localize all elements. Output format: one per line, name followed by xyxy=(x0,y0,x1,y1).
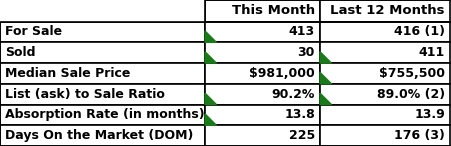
Bar xyxy=(319,22,449,42)
Bar xyxy=(0,84,205,105)
Bar xyxy=(205,105,319,125)
Polygon shape xyxy=(205,114,216,125)
Text: For Sale: For Sale xyxy=(5,25,62,39)
Text: List (ask) to Sale Ratio: List (ask) to Sale Ratio xyxy=(5,88,165,101)
Text: 416 (1): 416 (1) xyxy=(393,25,444,39)
Text: 90.2%: 90.2% xyxy=(271,88,314,101)
Bar xyxy=(319,125,449,146)
Bar xyxy=(0,22,205,42)
Text: Last 12 Months: Last 12 Months xyxy=(330,4,444,17)
Bar xyxy=(319,63,449,84)
Bar xyxy=(0,42,205,63)
Bar xyxy=(205,125,319,146)
Bar xyxy=(0,63,205,84)
Bar xyxy=(319,0,449,22)
Polygon shape xyxy=(205,31,216,42)
Text: 411: 411 xyxy=(418,46,444,59)
Text: Absorption Rate (in months): Absorption Rate (in months) xyxy=(5,108,204,121)
Text: This Month: This Month xyxy=(231,4,314,17)
Text: Days On the Market (DOM): Days On the Market (DOM) xyxy=(5,129,193,142)
Text: 225: 225 xyxy=(288,129,314,142)
Text: 89.0% (2): 89.0% (2) xyxy=(376,88,444,101)
Bar xyxy=(0,0,205,22)
Bar xyxy=(205,22,319,42)
Text: Median Sale Price: Median Sale Price xyxy=(5,67,130,80)
Bar xyxy=(319,84,449,105)
Bar xyxy=(205,42,319,63)
Bar xyxy=(0,105,205,125)
Text: 13.8: 13.8 xyxy=(284,108,314,121)
Polygon shape xyxy=(319,52,331,63)
Text: 176 (3): 176 (3) xyxy=(393,129,444,142)
Polygon shape xyxy=(205,93,216,105)
Text: $755,500: $755,500 xyxy=(378,67,444,80)
Bar xyxy=(319,42,449,63)
Polygon shape xyxy=(319,93,331,105)
Bar xyxy=(0,125,205,146)
Text: 30: 30 xyxy=(297,46,314,59)
Polygon shape xyxy=(319,72,331,84)
Bar xyxy=(205,84,319,105)
Text: 13.9: 13.9 xyxy=(413,108,444,121)
Bar xyxy=(319,105,449,125)
Text: $981,000: $981,000 xyxy=(249,67,314,80)
Text: Sold: Sold xyxy=(5,46,36,59)
Text: 413: 413 xyxy=(288,25,314,39)
Bar xyxy=(0,0,205,22)
Polygon shape xyxy=(205,52,216,63)
Bar xyxy=(205,0,319,22)
Bar xyxy=(205,63,319,84)
